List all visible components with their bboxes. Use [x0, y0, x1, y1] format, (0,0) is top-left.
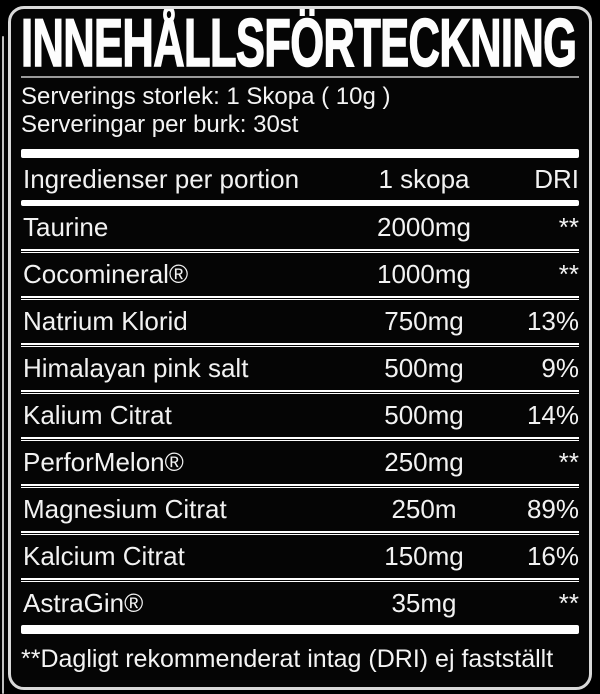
row-divider	[21, 343, 579, 347]
ingredient-name: PerforMelon®	[23, 447, 184, 477]
ingredient-amount: 1000mg	[377, 259, 471, 289]
ingredient-dri: 14%	[526, 400, 579, 430]
col-header-ingredient: Ingredienser per portion	[23, 163, 300, 194]
ingredient-name: Natrium Klorid	[23, 306, 188, 336]
table-row: Natrium Klorid 750mg 13%	[21, 300, 579, 343]
title-divider	[21, 76, 579, 78]
ingredient-name: Himalayan pink salt	[23, 353, 249, 383]
ingredient-amount: 150mg	[384, 541, 464, 571]
servings-per-container-line: Serveringar per burk: 30st	[21, 111, 299, 138]
table-row: Kalium Citrat 500mg 14%	[21, 394, 579, 437]
table-header-row: Ingredienser per portion 1 skopa DRI	[21, 158, 579, 200]
dri-footnote: **Dagligt rekommenderat intag (DRI) ej f…	[21, 645, 554, 673]
table-row: Himalayan pink salt 500mg 9%	[21, 347, 579, 390]
serving-info: Serverings storlek: 1 Skopa ( 10g ) Serv…	[21, 83, 579, 139]
ingredient-dri: 13%	[526, 306, 579, 336]
page-title: INNEHÅLLSFÖRTECKNING	[21, 6, 578, 81]
ingredient-amount: 250m	[391, 494, 457, 524]
col-header-amount: 1 skopa	[378, 163, 470, 194]
ingredient-amount: 750mg	[384, 306, 464, 336]
table-row: PerforMelon® 250mg **	[21, 441, 579, 484]
ingredient-name: Kalium Citrat	[23, 400, 172, 430]
ingredient-name: Kalcium Citrat	[23, 541, 185, 571]
ingredient-amount: 35mg	[391, 588, 457, 618]
ingredient-dri: 89%	[526, 494, 579, 524]
table-row: Magnesium Citrat 250m 89%	[21, 488, 579, 531]
ingredient-dri: **	[558, 447, 579, 477]
ingredient-amount: 500mg	[384, 400, 464, 430]
ingredient-amount: 250mg	[384, 447, 464, 477]
divider-thick-bottom	[21, 625, 579, 634]
ingredient-name: Cocomineral®	[23, 259, 189, 289]
ingredient-amount: 500mg	[384, 353, 464, 383]
ingredient-name: Taurine	[23, 212, 109, 242]
col-header-dri: DRI	[534, 163, 579, 194]
divider-thick-top	[21, 149, 579, 158]
adjacent-label-edge	[2, 36, 4, 694]
row-divider	[21, 437, 579, 441]
ingredient-dri: **	[558, 259, 579, 289]
ingredient-table: Taurine 2000mg ** Cocomineral® 1000mg ** Natri…	[21, 206, 579, 625]
ingredient-dri: 9%	[541, 353, 579, 383]
divider-below-header	[21, 200, 579, 206]
ingredient-dri: 16%	[526, 541, 579, 571]
table-row: AstraGin® 35mg **	[21, 582, 579, 625]
row-divider	[21, 531, 579, 535]
row-divider	[21, 390, 579, 394]
table-row: Taurine 2000mg **	[21, 206, 579, 249]
serving-size-line: Serverings storlek: 1 Skopa ( 10g )	[21, 83, 391, 110]
ingredient-name: Magnesium Citrat	[23, 494, 227, 524]
row-divider	[21, 578, 579, 582]
table-row: Kalcium Citrat 150mg 16%	[21, 535, 579, 578]
table-row: Cocomineral® 1000mg **	[21, 253, 579, 296]
ingredient-dri: **	[558, 588, 579, 618]
ingredient-name: AstraGin®	[23, 588, 144, 618]
supplement-facts-panel: INNEHÅLLSFÖRTECKNING Serverings storlek:…	[8, 6, 592, 690]
ingredient-amount: 2000mg	[377, 212, 471, 242]
row-divider	[21, 249, 579, 253]
row-divider	[21, 296, 579, 300]
row-divider	[21, 484, 579, 488]
ingredient-dri: **	[558, 212, 579, 242]
title-row: INNEHÅLLSFÖRTECKNING	[21, 6, 579, 81]
